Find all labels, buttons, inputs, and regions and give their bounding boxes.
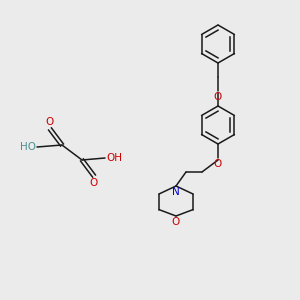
Text: O: O <box>214 159 222 169</box>
Text: HO: HO <box>20 142 36 152</box>
Text: O: O <box>214 92 222 102</box>
Text: N: N <box>172 187 180 197</box>
Text: O: O <box>90 178 98 188</box>
Text: O: O <box>46 117 54 127</box>
Text: O: O <box>172 217 180 227</box>
Text: OH: OH <box>106 153 122 163</box>
